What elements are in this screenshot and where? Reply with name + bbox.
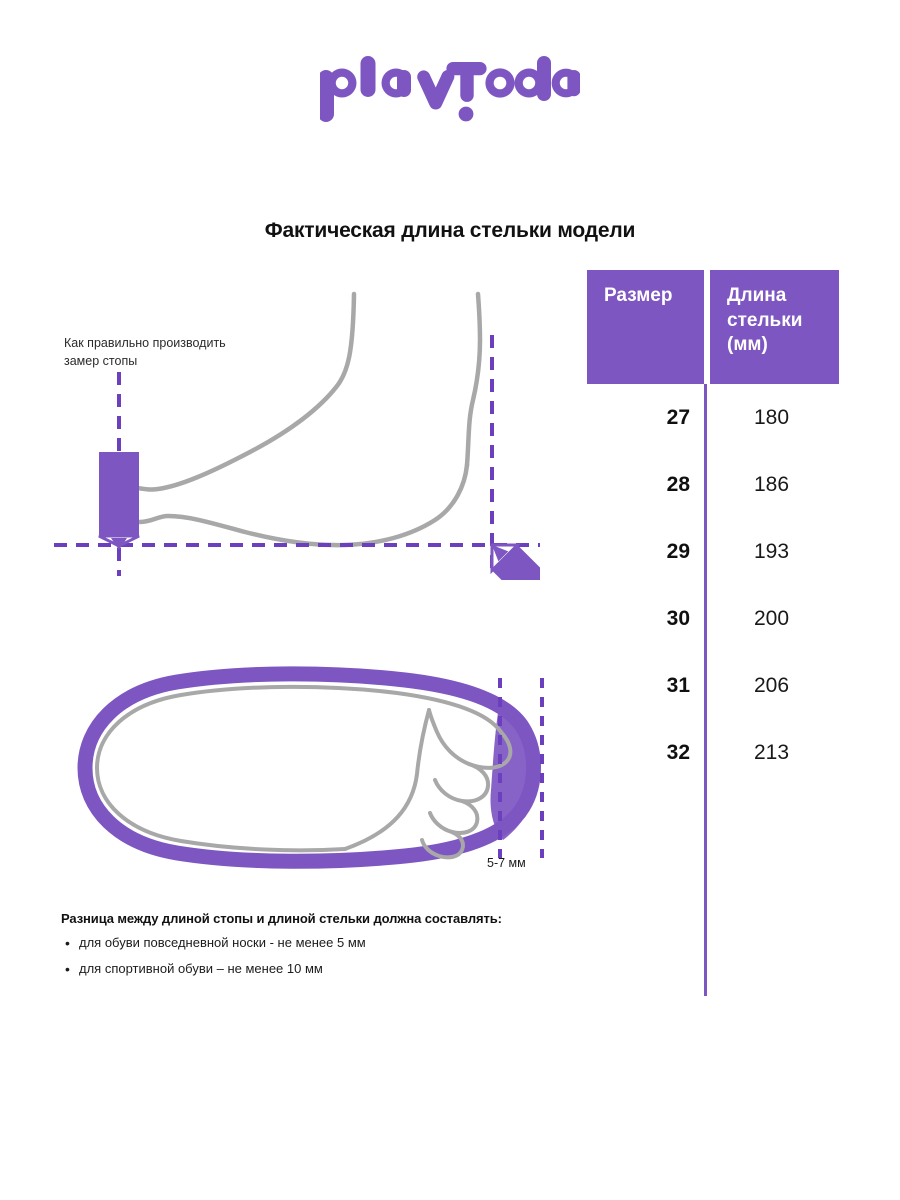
footnote-heading: Разница между длиной стопы и длиной стел… — [61, 911, 502, 926]
cell-length: 186 — [753, 472, 790, 496]
table-header-size: Размер — [587, 270, 704, 384]
table-row: 32 213 — [587, 719, 839, 786]
cell-size: 29 — [666, 539, 690, 563]
size-table: Размер Длина стельки (мм) 27 180 28 186 … — [587, 270, 839, 996]
measure-instruction-line2: замер стопы — [64, 354, 138, 369]
cell-length: 200 — [753, 606, 790, 630]
gap-measure-label: 5-7 мм — [487, 856, 526, 870]
cell-length: 180 — [753, 405, 790, 429]
foot-sole-view-svg — [77, 666, 544, 869]
table-header-length: Длина стельки (мм) — [710, 270, 839, 384]
cell-length: 213 — [753, 740, 790, 764]
page-title: Фактическая длина стельки модели — [264, 219, 636, 242]
measure-instruction-line1: Как правильно производить — [64, 336, 226, 350]
table-row: 27 180 — [587, 384, 839, 451]
footnote-block: Разница между длиной стопы и длиной стел… — [61, 911, 621, 987]
cell-size: 30 — [666, 606, 690, 630]
cell-size: 27 — [666, 405, 690, 429]
table-row: 29 193 — [587, 518, 839, 585]
pencil-angled-icon — [490, 543, 599, 652]
measure-instruction: Как правильно производить замер стопы — [64, 334, 294, 370]
table-row: 30 200 — [587, 585, 839, 652]
insole-toe-fill — [490, 700, 539, 840]
table-header-gap — [704, 270, 710, 384]
footnote-item: для спортивной обуви – не менее 10 мм — [65, 960, 621, 978]
table-row: 31 206 — [587, 652, 839, 719]
cell-length: 206 — [753, 673, 790, 697]
foot-side-view-illustration — [40, 280, 599, 652]
cell-size: 31 — [666, 673, 690, 697]
brand-logo — [0, 52, 900, 127]
footnote-item: для обуви повседневной носки - не менее … — [65, 934, 621, 952]
cell-size: 32 — [666, 740, 690, 764]
foot-side-view-svg — [54, 291, 599, 652]
cell-size: 28 — [666, 472, 690, 496]
table-row: 28 186 — [587, 451, 839, 518]
table-column-divider — [704, 384, 707, 996]
playtoday-logo-icon — [320, 56, 580, 122]
pencil-vertical-icon — [98, 452, 140, 550]
table-body: 27 180 28 186 29 193 30 200 31 206 32 21… — [587, 384, 839, 996]
footnote-list: для обуви повседневной носки - не менее … — [61, 934, 621, 978]
foot-sole-view-illustration — [45, 650, 565, 885]
cell-length: 193 — [753, 539, 790, 563]
table-header-row: Размер Длина стельки (мм) — [587, 270, 839, 384]
